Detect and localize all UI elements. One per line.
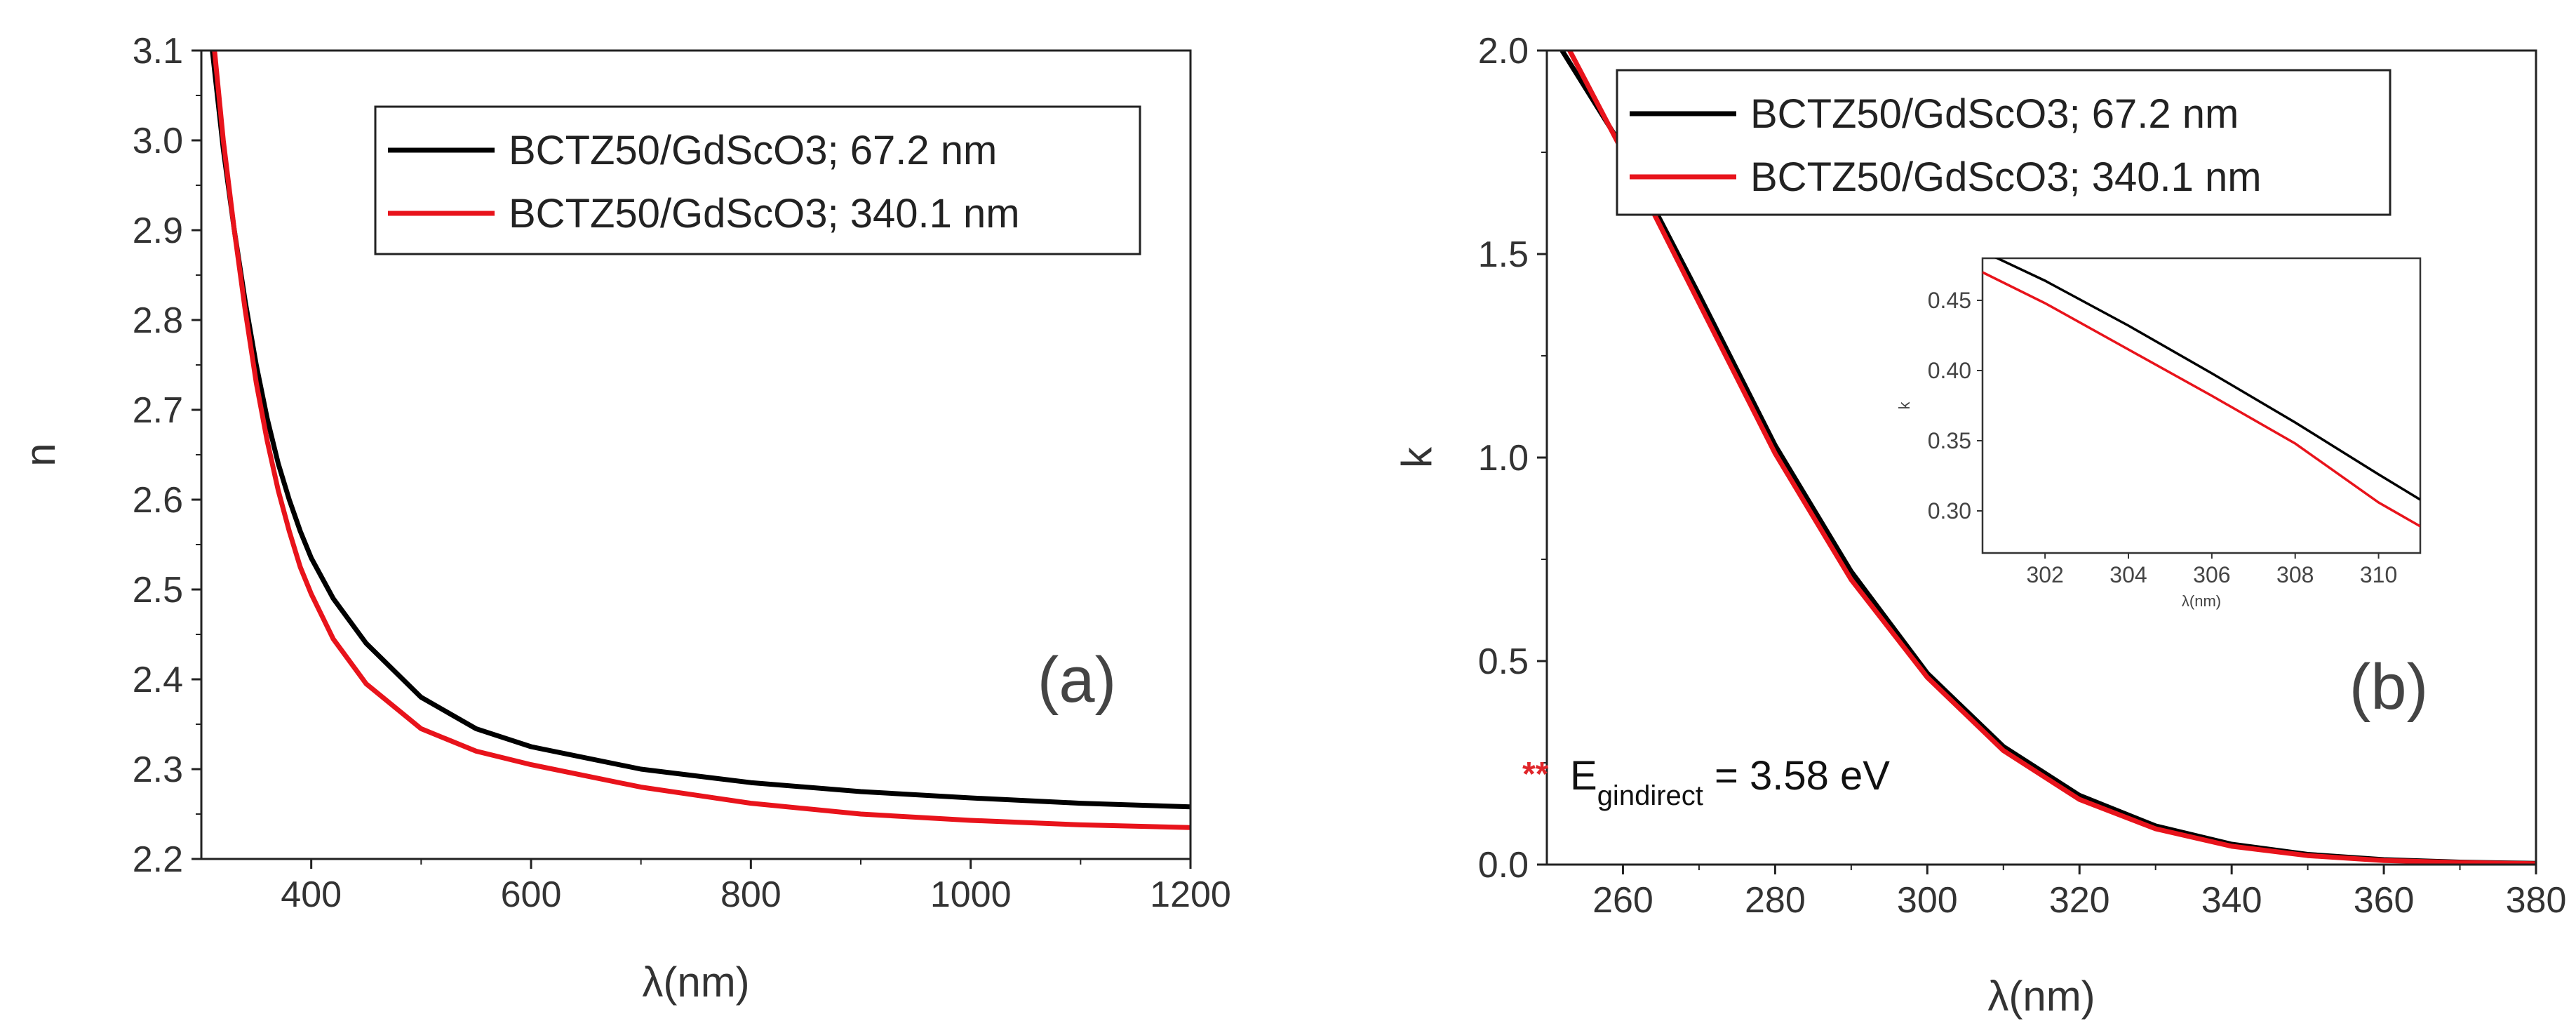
x-tick-label: 600 [501, 874, 562, 915]
x-tick-label: 1200 [1150, 874, 1231, 915]
panel-label: (b) [2349, 651, 2428, 723]
inset-x-tick-label: 308 [2276, 562, 2314, 587]
chart-panel-a: 2.2 2.3 2.4 2.5 2.6 2.7 2.8 2.9 3.0 3.1 400 600 800 1… [17, 31, 1231, 1006]
inset-y-tick-label: 0.40 [1928, 358, 1971, 383]
legend-box [374, 105, 1141, 255]
y-tick-label: 2.6 [133, 480, 183, 521]
x-tick-label: 380 [2506, 880, 2567, 921]
inset-x-tick-label: 302 [2026, 562, 2063, 587]
y-tick-label: 0.0 [1478, 845, 1529, 886]
inset-x-tick-label: 306 [2193, 562, 2230, 587]
x-tick-label: 340 [2201, 880, 2262, 921]
series-line-2 [212, 51, 1190, 830]
inset-y-axis-label: k [1896, 401, 1913, 410]
x-tick-label: 1000 [930, 874, 1012, 915]
chart-panel-b: 0.0 0.5 1.0 1.5 2.0 260 280 300 320 340 360 380 λ(nm… [1393, 31, 2566, 1020]
legend: BCTZ50/GdScO3; 67.2 nm BCTZ50/GdScO3; 340… [374, 105, 1141, 255]
inset-series-line-2 [1983, 271, 2420, 528]
y-tick-label: 2.4 [133, 660, 183, 700]
x-tick-label: 400 [281, 874, 342, 915]
y-tick-label: 3.1 [133, 31, 183, 72]
x-tick-label: 280 [1745, 880, 1806, 921]
x-tick-label: 800 [720, 874, 781, 915]
inset-x-axis-label: λ(nm) [2182, 592, 2221, 610]
y-axis-label: n [17, 443, 64, 466]
series-line-2 [1567, 51, 2536, 865]
x-axis-label: λ(nm) [1987, 973, 2095, 1020]
inset-chart: 0.30 0.35 0.40 0.45 302 304 306 308 310 λ(nm) k [1896, 257, 2422, 610]
y-tick-label: 2.8 [133, 300, 183, 341]
legend: BCTZ50/GdScO3; 67.2 nm BCTZ50/GdScO3; 340… [1616, 69, 2391, 216]
y-tick-label: 2.9 [133, 211, 183, 251]
x-axis-label: λ(nm) [642, 959, 749, 1006]
x-tick-label: 360 [2354, 880, 2415, 921]
y-tick-label: 1.0 [1478, 438, 1529, 479]
y-axis-label: k [1393, 446, 1440, 468]
y-tick-label: 2.5 [133, 570, 183, 611]
inset-y-tick-label: 0.35 [1928, 428, 1971, 453]
bandgap-annotation: Egindirect = 3.58 eV [1570, 753, 1890, 811]
y-tick-label: 2.3 [133, 749, 183, 790]
annotation-stars: ** [1522, 756, 1549, 793]
inset-x-tick-label: 304 [2109, 562, 2147, 587]
y-tick-label: 1.5 [1478, 234, 1529, 275]
legend-box [1616, 69, 2391, 216]
y-tick-label: 3.0 [133, 121, 183, 161]
inset-frame [1981, 257, 2422, 554]
inset-y-tick-label: 0.30 [1928, 498, 1971, 524]
x-tick-label: 300 [1897, 880, 1958, 921]
panel-label: (a) [1038, 644, 1116, 716]
legend-entry-label: BCTZ50/GdScO3; 340.1 nm [1750, 154, 2262, 200]
legend-entry-label: BCTZ50/GdScO3; 67.2 nm [1750, 91, 2239, 137]
y-tick-label: 2.2 [133, 839, 183, 880]
x-tick-label: 320 [2049, 880, 2110, 921]
inset-series-line-1 [1994, 258, 2420, 501]
y-tick-label: 2.7 [133, 390, 183, 431]
inset-x-tick-label: 310 [2360, 562, 2397, 587]
y-tick-label: 0.5 [1478, 641, 1529, 682]
y-tick-label: 2.0 [1478, 31, 1529, 72]
legend-entry-label: BCTZ50/GdScO3; 67.2 nm [509, 128, 997, 173]
inset-y-tick-label: 0.45 [1928, 288, 1971, 313]
legend-entry-label: BCTZ50/GdScO3; 340.1 nm [509, 191, 1020, 236]
x-tick-label: 260 [1592, 880, 1653, 921]
